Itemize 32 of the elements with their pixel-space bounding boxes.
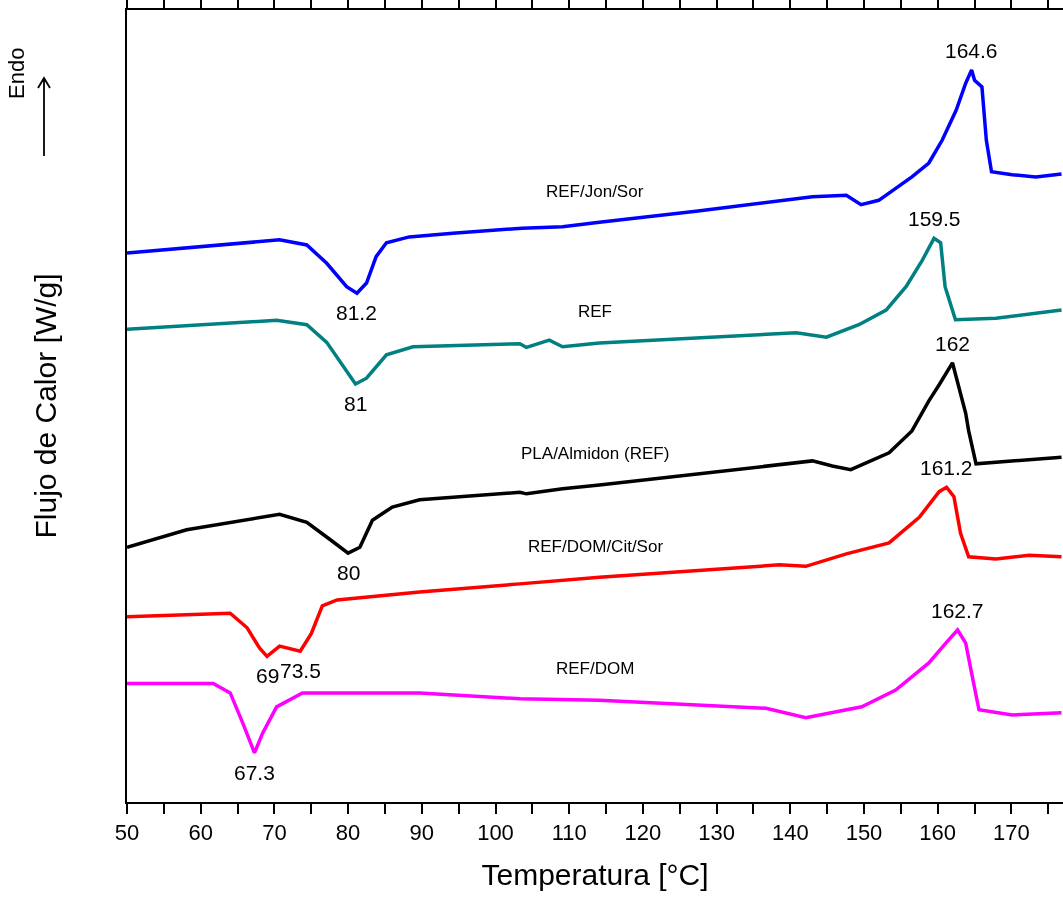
annotation: 161.2 (920, 456, 973, 479)
series-label: REF/DOM (556, 659, 635, 678)
x-tick-label: 120 (624, 820, 662, 846)
x-tick-label: 90 (409, 820, 435, 846)
annotation: 162 (935, 332, 971, 355)
annotation: 81.2 (336, 301, 377, 324)
x-tick-label: 150 (845, 820, 883, 846)
x-axis-title: Temperatura [°C] (481, 858, 709, 892)
series-label: PLA/Almidon (REF) (521, 444, 670, 463)
annotation: 159.5 (908, 207, 961, 230)
x-tick-label: 140 (771, 820, 809, 846)
x-tick-label: 160 (919, 820, 957, 846)
annotation: 81 (344, 392, 368, 415)
x-tick-label: 50 (114, 820, 140, 846)
series-label: REF/DOM/Cit/Sor (528, 537, 664, 556)
series-label: REF/Jon/Sor (546, 182, 644, 201)
annotation: 73.5 (280, 659, 321, 682)
annotation: 69 (256, 664, 280, 687)
y-axis-title: Flujo de Calor [W/g] (28, 273, 62, 539)
x-tick-label: 100 (477, 820, 514, 846)
x-tick-label: 170 (993, 820, 1030, 846)
x-tick-label: 80 (335, 820, 361, 846)
annotation: 67.3 (234, 761, 275, 784)
x-tick-label: 70 (262, 820, 287, 846)
x-tick-label: 110 (551, 820, 587, 846)
text: Endo (4, 47, 30, 99)
x-tick-label: 130 (698, 820, 735, 846)
annotation: 80 (337, 561, 361, 584)
x-tick-label: 60 (188, 820, 213, 846)
series-label: REF (578, 302, 612, 321)
annotation: 162.7 (931, 599, 984, 622)
annotation: 164.6 (945, 39, 998, 62)
